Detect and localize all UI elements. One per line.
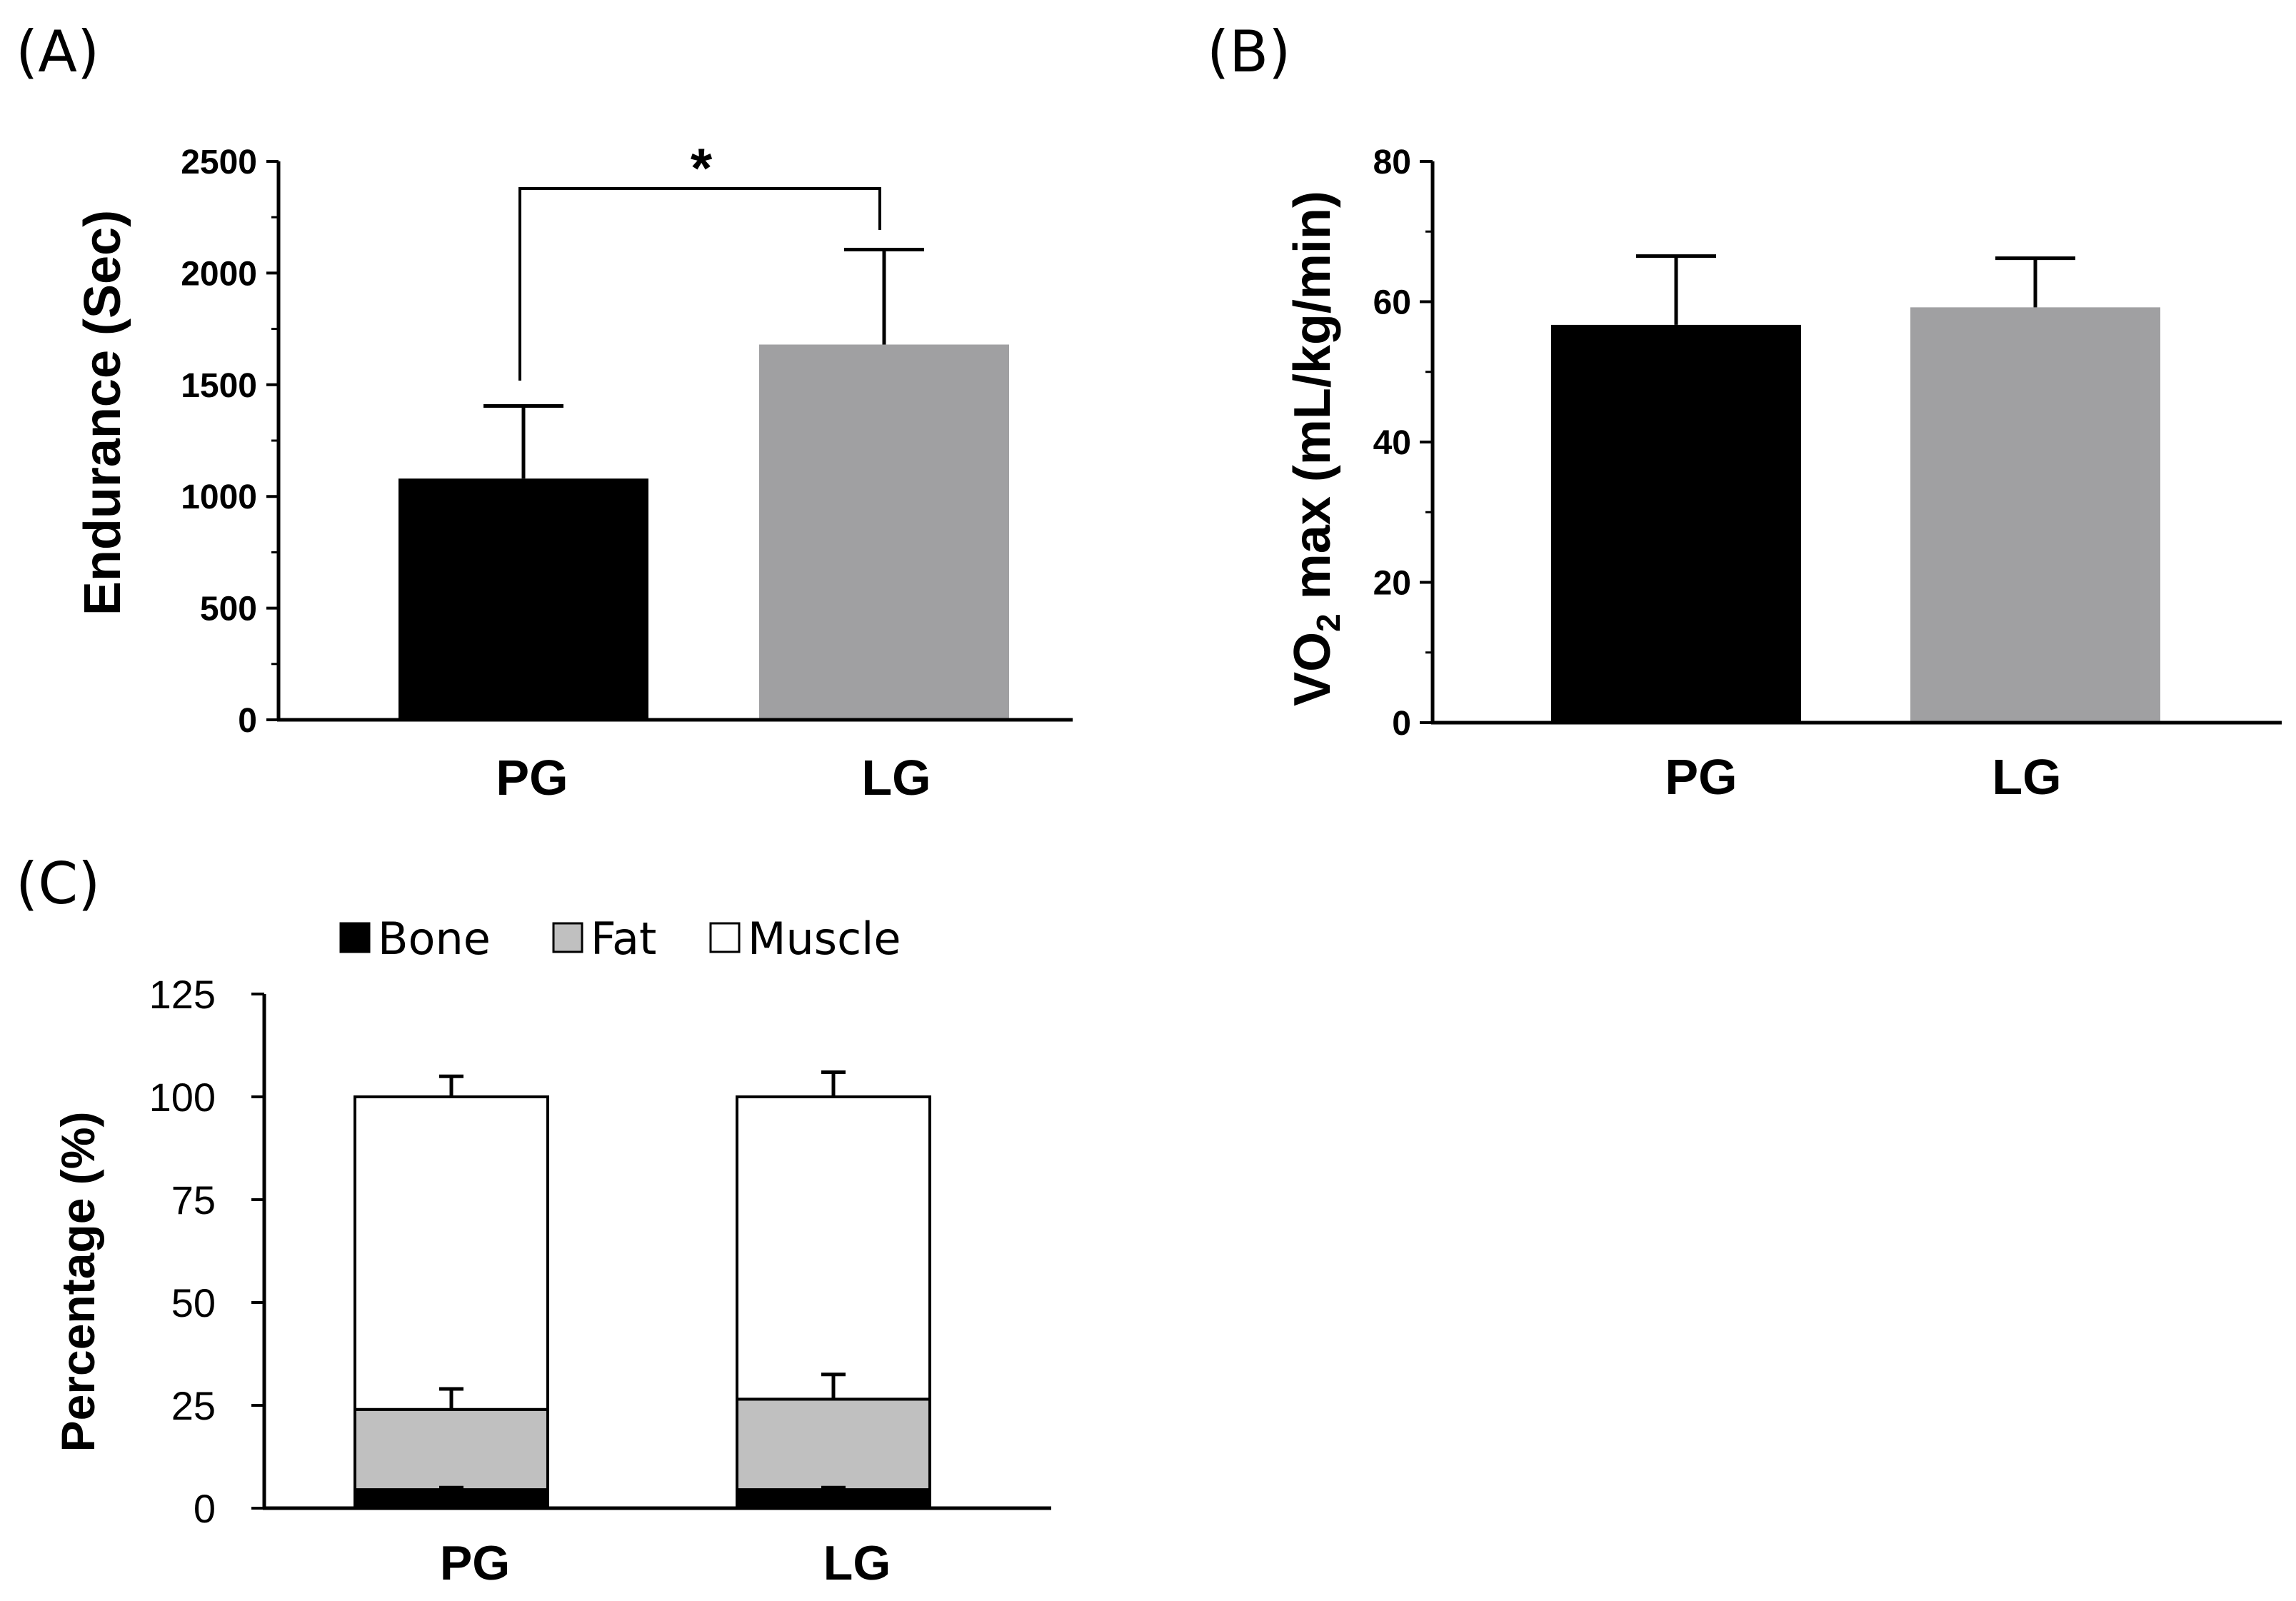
panel-c-legend: Bone Fat Muscle bbox=[339, 913, 901, 965]
panel-b-tick-label: 40 bbox=[1373, 424, 1411, 462]
panel-a-category-lg: LG bbox=[861, 750, 931, 805]
panel-c-tick-label: 125 bbox=[149, 972, 216, 1017]
panel-c-category-lg: LG bbox=[823, 1536, 891, 1590]
panel-b-bar-pg bbox=[1551, 324, 1801, 723]
panel-c-tick-label: 50 bbox=[171, 1280, 216, 1325]
panel-b-tick-label: 80 bbox=[1373, 144, 1411, 181]
panel-b-tick-label: 0 bbox=[1392, 705, 1411, 743]
panel-a-tick-label: 2000 bbox=[181, 255, 257, 293]
panel-c-y-ticks: 0 25 50 75 100 125 bbox=[149, 972, 264, 1531]
panel-c-segment-fat-pg bbox=[354, 1407, 549, 1492]
legend-label-muscle: Muscle bbox=[748, 913, 901, 965]
panel-b-bars bbox=[1551, 254, 2160, 723]
panel-a-tick-label: 1500 bbox=[181, 367, 257, 405]
panel-a: (A) Endurance (Sec) 0 500 1000 1500 2000 2500… bbox=[16, 19, 1073, 805]
panel-a-y-ticks: 0 500 1000 1500 2000 2500 bbox=[181, 144, 279, 740]
panel-b-category-lg: LG bbox=[1992, 749, 2061, 805]
panel-b-tick-label: 60 bbox=[1373, 284, 1411, 322]
panel-c: (C) Bone Fat Muscle Percentage (%) 0 25 50 75… bbox=[16, 850, 1051, 1590]
panel-a-y-axis-label: Endurance (Sec) bbox=[74, 210, 131, 616]
panel-c-segment-muscle-pg bbox=[354, 1095, 549, 1411]
panel-a-category-pg: PG bbox=[496, 750, 568, 805]
panel-b-tick-label: 20 bbox=[1373, 565, 1411, 603]
panel-a-bar-lg bbox=[759, 344, 1009, 721]
panel-b-y-axis-label: VO2 max (mL/kg/min) bbox=[1284, 191, 1347, 706]
panel-b-label: (B) bbox=[1207, 19, 1290, 85]
panel-a-tick-label: 500 bbox=[200, 591, 257, 628]
panel-c-tick-label: 0 bbox=[194, 1486, 216, 1531]
panel-b-bar-lg bbox=[1910, 307, 2160, 723]
panel-a-label: (A) bbox=[16, 19, 99, 85]
panel-c-bars bbox=[354, 1070, 931, 1510]
significance-star: * bbox=[691, 136, 713, 199]
panel-c-segment-muscle-lg bbox=[736, 1095, 931, 1401]
panel-c-y-axis-label: Percentage (%) bbox=[51, 1112, 104, 1452]
panel-b: (B) VO2 max (mL/kg/min) 0 20 40 60 80 PG LG bbox=[1207, 19, 2282, 805]
panel-b-y-ticks: 0 20 40 60 80 bbox=[1373, 144, 1433, 743]
panel-a-bars bbox=[398, 248, 1009, 721]
panel-a-tick-label: 2500 bbox=[181, 144, 257, 181]
legend-swatch-fat bbox=[552, 922, 583, 953]
legend-label-bone: Bone bbox=[378, 913, 491, 965]
panel-b-category-pg: PG bbox=[1665, 749, 1737, 805]
panel-c-category-pg: PG bbox=[440, 1536, 510, 1590]
significance-bracket bbox=[518, 187, 881, 381]
panel-c-label: (C) bbox=[16, 850, 100, 917]
panel-c-tick-label: 100 bbox=[149, 1075, 216, 1120]
legend-swatch-bone bbox=[339, 922, 371, 953]
panel-a-bar-pg bbox=[398, 478, 648, 720]
panel-a-tick-label: 1000 bbox=[181, 478, 257, 516]
panel-a-tick-label: 0 bbox=[238, 702, 257, 740]
legend-swatch-muscle bbox=[709, 922, 741, 953]
panel-c-tick-label: 75 bbox=[171, 1178, 216, 1223]
panel-c-segment-bone-pg bbox=[354, 1488, 549, 1510]
panel-c-segment-bone-lg bbox=[736, 1488, 931, 1510]
legend-label-fat: Fat bbox=[591, 913, 656, 965]
panel-c-segment-fat-lg bbox=[736, 1397, 931, 1492]
panel-c-tick-label: 25 bbox=[171, 1383, 216, 1428]
